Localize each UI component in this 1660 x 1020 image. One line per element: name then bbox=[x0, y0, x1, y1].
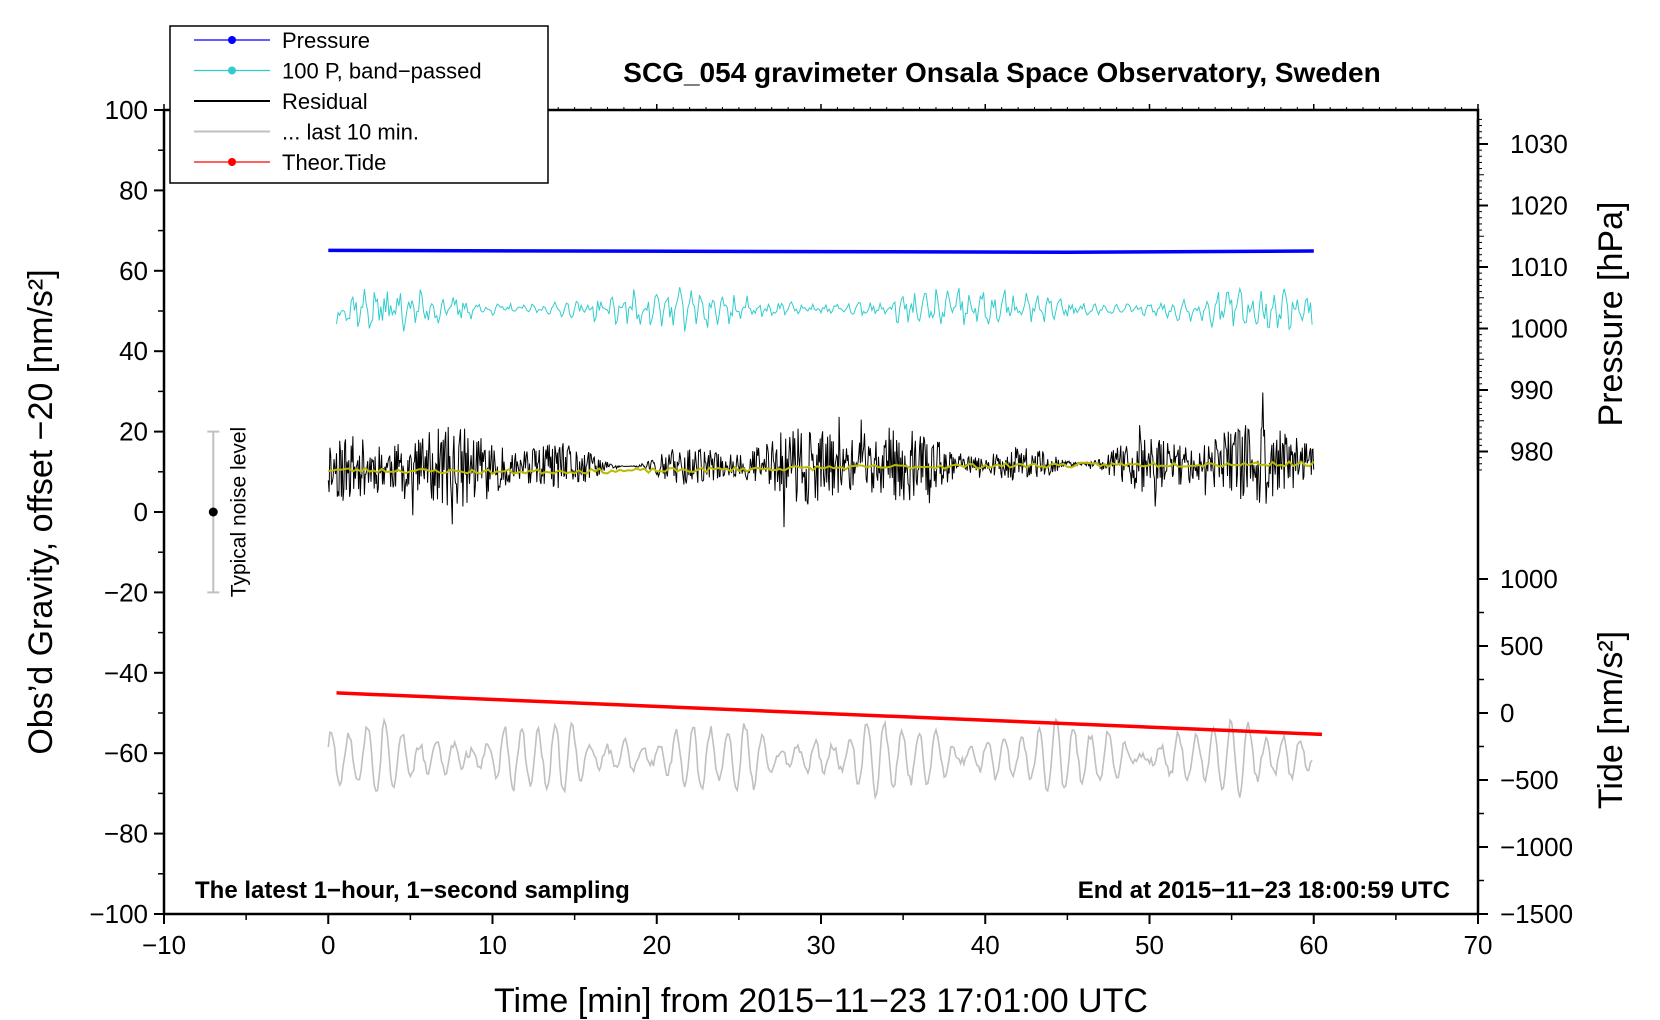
legend: Pressure 100 P, band−passed Residual ... la… bbox=[169, 25, 549, 184]
x-tick-label: −10 bbox=[142, 930, 186, 960]
x-tick-label: 70 bbox=[1464, 930, 1493, 960]
x-tick-label: 0 bbox=[321, 930, 335, 960]
tide-tick-label: −500 bbox=[1500, 765, 1559, 795]
x-axis-label: Time [min] from 2015−11−23 17:01:00 UTC bbox=[494, 982, 1148, 1020]
series-layer bbox=[327, 248, 1323, 801]
tide-tick-label: 500 bbox=[1500, 631, 1543, 661]
tide-tick-label: −1500 bbox=[1500, 899, 1573, 929]
legend-label: ... last 10 min. bbox=[282, 120, 419, 145]
y-axis-label: Obs’d Gravity, offset −20 [nm/s²] bbox=[22, 269, 60, 754]
y-tick-label: 60 bbox=[119, 256, 148, 286]
pressure-tick-label: 1020 bbox=[1510, 191, 1568, 221]
residual-smoothed-series bbox=[328, 460, 1315, 476]
legend-box bbox=[169, 25, 549, 184]
pressure-tick-label: 1030 bbox=[1510, 129, 1568, 159]
y-tick-label: 100 bbox=[105, 95, 148, 125]
y-tick-label: 80 bbox=[119, 175, 148, 205]
y-tick-label: −20 bbox=[104, 577, 148, 607]
tide-tick-label: 0 bbox=[1500, 698, 1514, 728]
pressure-series bbox=[328, 248, 1314, 254]
tide-tick-label: −1000 bbox=[1500, 832, 1573, 862]
legend-label: 100 P, band−passed bbox=[282, 59, 482, 84]
tide-tick-label: 1000 bbox=[1500, 564, 1558, 594]
theoretical-tide-series bbox=[336, 691, 1323, 737]
last-10-min-series bbox=[327, 716, 1313, 801]
x-tick-label: 20 bbox=[642, 930, 671, 960]
pressure-tick-label: 1000 bbox=[1510, 314, 1568, 344]
tide-axis-label: Tide [nm/s²] bbox=[1592, 631, 1630, 809]
chart-title: SCG_054 gravimeter Onsala Space Observat… bbox=[623, 57, 1380, 88]
x-tick-label: 50 bbox=[1135, 930, 1164, 960]
y-tick-label: −100 bbox=[89, 899, 148, 929]
y-tick-label: 20 bbox=[119, 417, 148, 447]
legend-label: Pressure bbox=[282, 28, 370, 53]
y-tick-label: −80 bbox=[104, 819, 148, 849]
x-tick-label: 60 bbox=[1299, 930, 1328, 960]
noise-indicator: Typical noise level bbox=[207, 427, 250, 597]
legend-marker bbox=[228, 36, 236, 44]
bandpassed-pressure-series bbox=[336, 286, 1313, 332]
y-tick-label: −60 bbox=[104, 738, 148, 768]
legend-label: Residual bbox=[282, 89, 368, 114]
residual-series bbox=[327, 392, 1315, 528]
x-tick-label: 30 bbox=[807, 930, 836, 960]
x-tick-label: 10 bbox=[478, 930, 507, 960]
legend-marker bbox=[228, 66, 236, 75]
y-tick-label: 0 bbox=[134, 497, 148, 527]
end-time-note: End at 2015−11−23 18:00:59 UTC bbox=[1078, 877, 1450, 904]
sampling-note: The latest 1−hour, 1−second sampling bbox=[195, 877, 630, 904]
noise-center-dot bbox=[208, 507, 218, 517]
axes-layer: −10 0 10 20 30 40 50 60 70−100−80−60−40−20020406… bbox=[89, 95, 1573, 960]
pressure-tick-label: 980 bbox=[1510, 437, 1553, 467]
noise-label: Typical noise level bbox=[227, 427, 250, 597]
pressure-tick-label: 1010 bbox=[1510, 252, 1568, 282]
legend-marker bbox=[228, 158, 236, 166]
pressure-tick-label: 990 bbox=[1510, 375, 1553, 405]
y-tick-label: −40 bbox=[104, 658, 148, 688]
legend-label: Theor.Tide bbox=[282, 150, 386, 175]
y-tick-label: 40 bbox=[119, 336, 148, 366]
x-tick-label: 40 bbox=[971, 930, 1000, 960]
pressure-axis-label: Pressure [hPa] bbox=[1592, 202, 1630, 427]
